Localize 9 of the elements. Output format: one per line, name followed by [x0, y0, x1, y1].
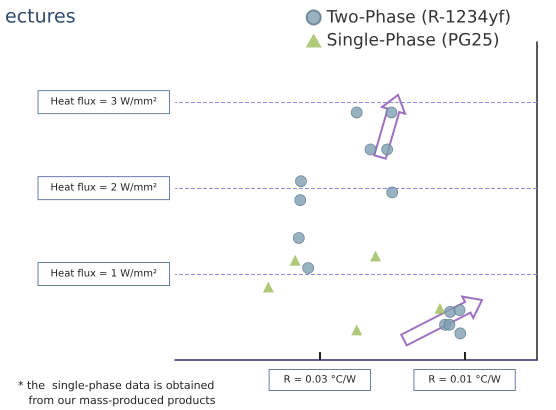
y-tick-label: Heat flux = 3 W/mm²: [50, 96, 157, 108]
text: * the single-phase data is obtained from our mass-produced products: [18, 379, 216, 407]
legend-label: Single-Phase (PG25): [326, 30, 500, 50]
x-tick-label: R = 0.03 °C/W: [284, 374, 356, 386]
chart-title: ectures: [5, 6, 76, 28]
y-tick-label: Heat flux = 1 W/mm²: [50, 268, 157, 280]
x-tick-label: R = 0.01 °C/W: [428, 374, 501, 386]
legend-label: Two-Phase (R-1234yf): [326, 8, 512, 28]
y-tick-label: Heat flux = 2 W/mm²: [50, 182, 157, 194]
